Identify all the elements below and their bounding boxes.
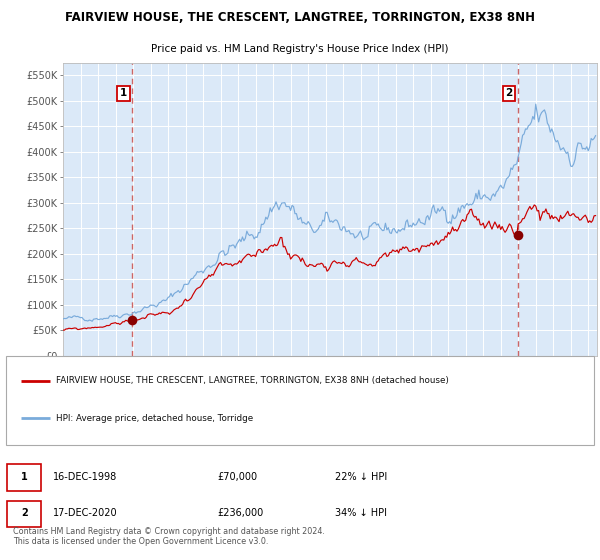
Text: 34% ↓ HPI: 34% ↓ HPI [335, 508, 387, 518]
Text: 22% ↓ HPI: 22% ↓ HPI [335, 472, 388, 482]
Text: 2: 2 [505, 88, 512, 99]
Text: FAIRVIEW HOUSE, THE CRESCENT, LANGTREE, TORRINGTON, EX38 8NH: FAIRVIEW HOUSE, THE CRESCENT, LANGTREE, … [65, 11, 535, 24]
Text: £70,000: £70,000 [218, 472, 258, 482]
Text: 1: 1 [120, 88, 127, 99]
Text: HPI: Average price, detached house, Torridge: HPI: Average price, detached house, Torr… [56, 414, 253, 423]
Text: £236,000: £236,000 [218, 508, 264, 518]
FancyBboxPatch shape [7, 464, 41, 491]
Text: Price paid vs. HM Land Registry's House Price Index (HPI): Price paid vs. HM Land Registry's House … [151, 44, 449, 54]
Text: FAIRVIEW HOUSE, THE CRESCENT, LANGTREE, TORRINGTON, EX38 8NH (detached house): FAIRVIEW HOUSE, THE CRESCENT, LANGTREE, … [56, 376, 449, 385]
Text: 16-DEC-1998: 16-DEC-1998 [53, 472, 117, 482]
Text: 1: 1 [21, 472, 28, 482]
Text: Contains HM Land Registry data © Crown copyright and database right 2024.
This d: Contains HM Land Registry data © Crown c… [13, 526, 325, 546]
Text: 17-DEC-2020: 17-DEC-2020 [53, 508, 118, 518]
FancyBboxPatch shape [7, 501, 41, 527]
Text: 2: 2 [21, 508, 28, 518]
